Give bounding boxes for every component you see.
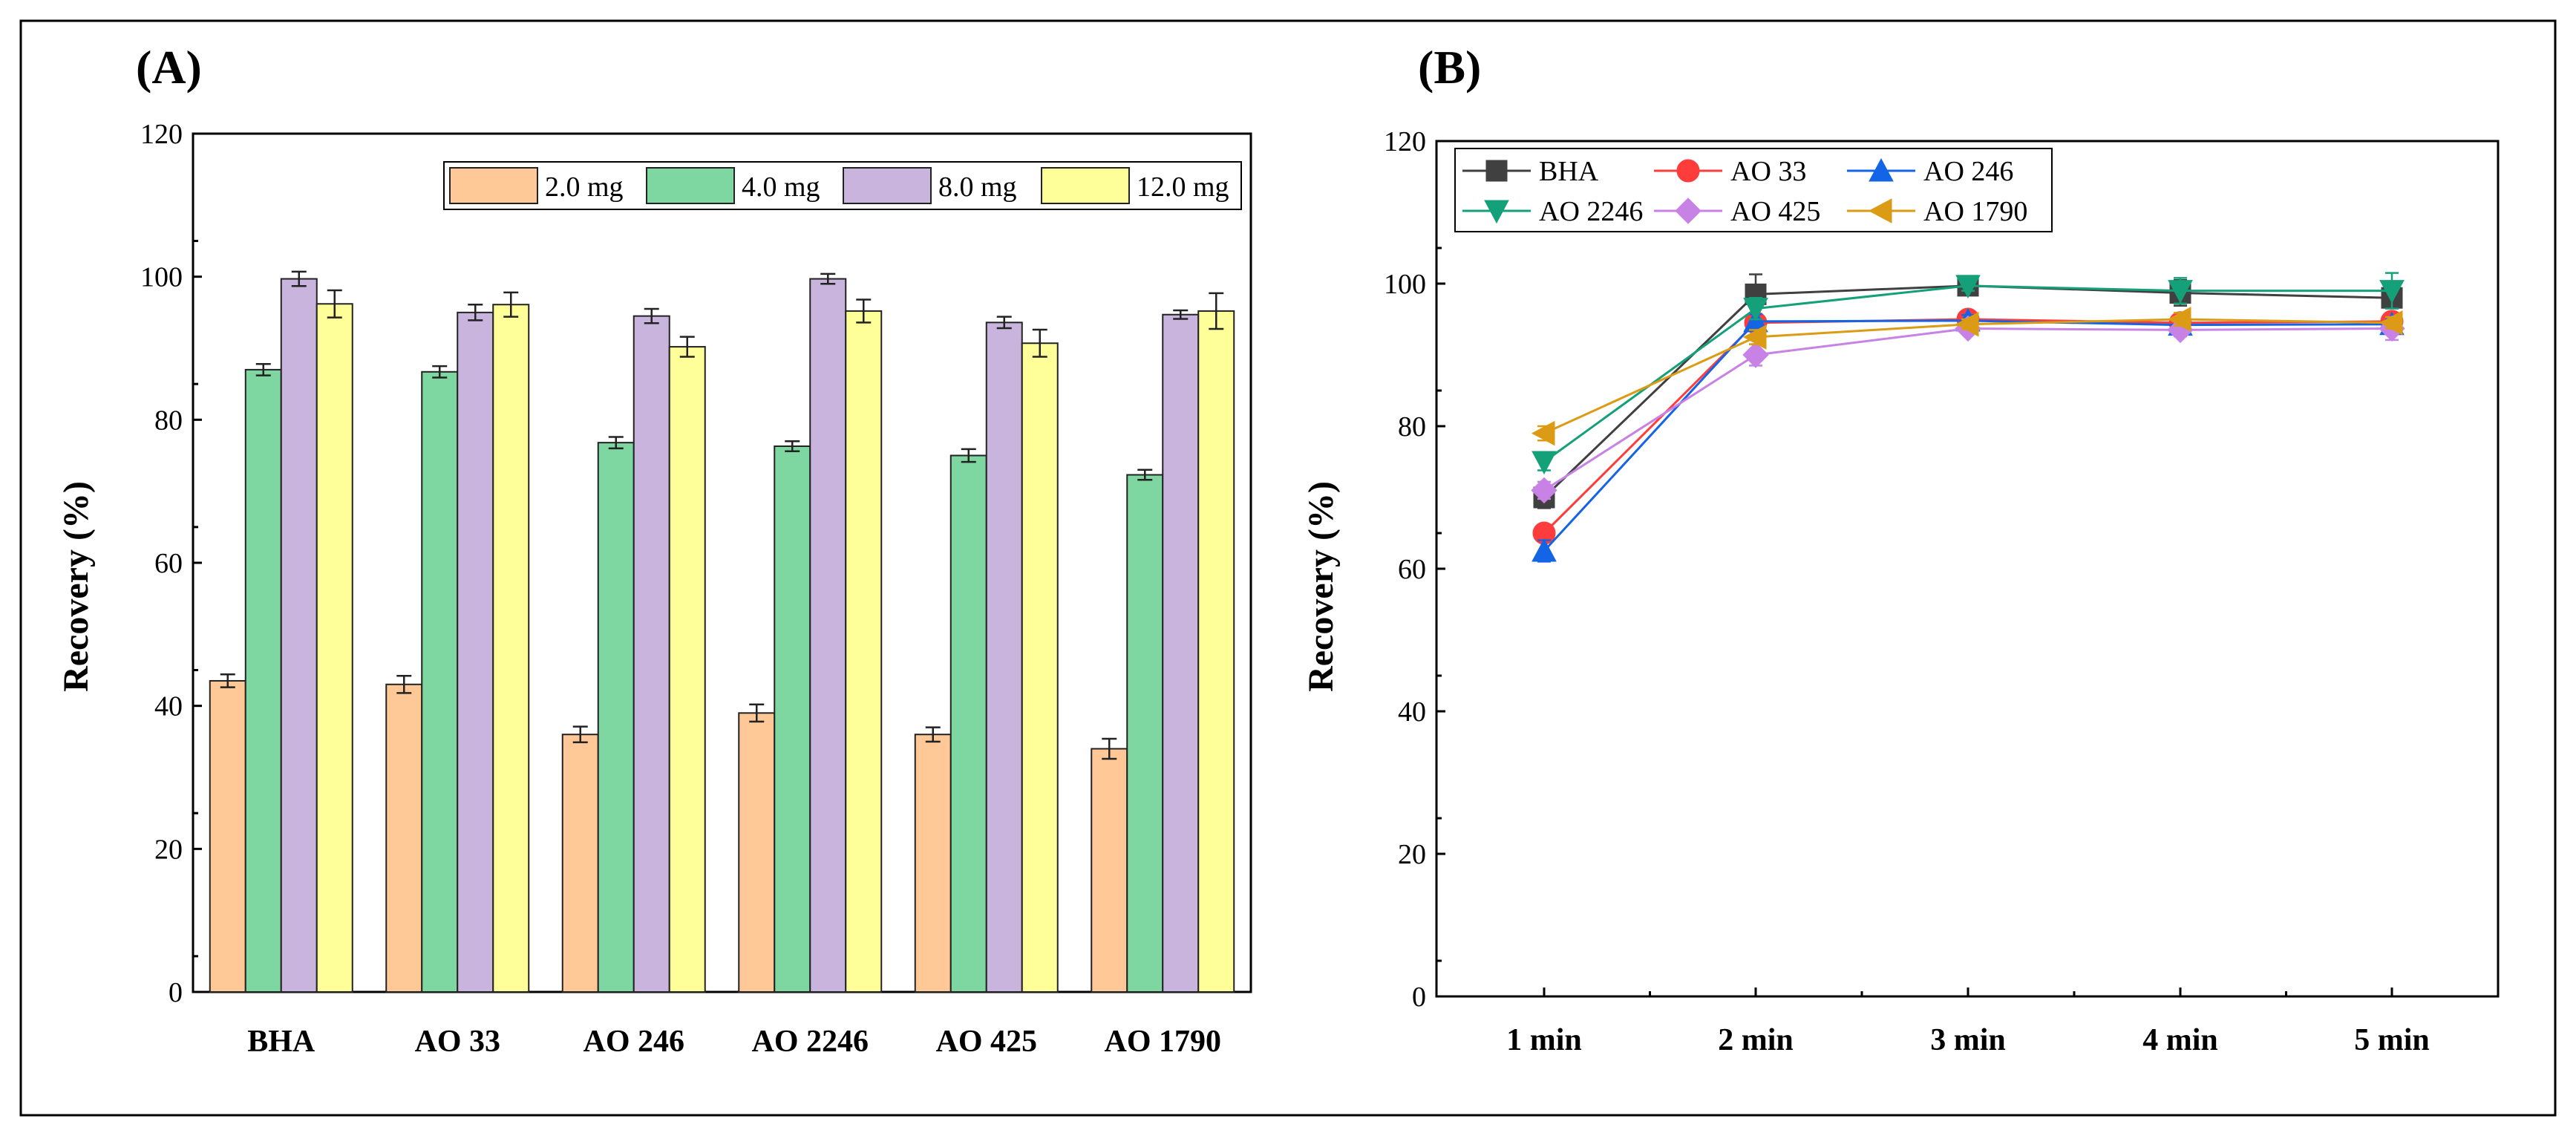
panel-a-label: (A) bbox=[136, 41, 202, 94]
bar-ao-33-4-0-mg bbox=[421, 370, 459, 993]
panel-b-line-chart: (B) Recovery (%) 0 20 40 60 80 100 120 1 min 2 m… bbox=[1301, 41, 2500, 1057]
bar-bha-2-0-mg bbox=[209, 679, 246, 993]
legend-marker-ao-425 bbox=[1675, 198, 1701, 224]
legend-label-8-0-mg: 8.0 mg bbox=[938, 172, 1017, 203]
panel-a-y-tick-label: 120 bbox=[140, 119, 183, 150]
series-ao-2246 bbox=[1531, 272, 2405, 475]
panel-b-y-tick-label: 120 bbox=[1384, 126, 1426, 157]
bar-ao-1790-8-0-mg bbox=[1162, 313, 1200, 993]
point-ao-1790-5-min bbox=[2379, 310, 2403, 336]
panel-b-y-tick-label: 40 bbox=[1398, 696, 1426, 728]
bar-ao-246-8-0-mg bbox=[632, 315, 670, 993]
panel-b-x-tick-label-1-min: 1 min bbox=[1506, 1023, 1582, 1057]
point-ao-1790-4-min bbox=[2167, 307, 2191, 332]
legend-marker-ao-2246 bbox=[1484, 200, 1509, 224]
legend-marker-ao-1790 bbox=[1868, 198, 1892, 223]
panel-a-x-tick-label-ao-33: AO 33 bbox=[415, 1025, 501, 1059]
panel-a-y-tick-label: 100 bbox=[140, 262, 183, 293]
panel-b-axes: 0 20 40 60 80 100 120 1 min 2 min 3 min 4 min 5 min bbox=[1384, 126, 2500, 1057]
bar-ao-33-8-0-mg bbox=[457, 311, 494, 993]
panel-a-x-tick-label-ao-246: AO 246 bbox=[583, 1025, 685, 1059]
panel-a-legend: 2.0 mg 4.0 mg 8.0 mg 12.0 mg bbox=[443, 161, 1242, 210]
bar-ao-2246-12-0-mg bbox=[845, 310, 883, 993]
bar-ao-425-8-0-mg bbox=[985, 321, 1023, 993]
bar-ao-246-4-0-mg bbox=[597, 442, 635, 993]
bar-ao-33-2-0-mg bbox=[385, 683, 423, 993]
legend-label-2-0-mg: 2.0 mg bbox=[545, 172, 624, 203]
panel-a-y-tick-label: 80 bbox=[154, 405, 183, 436]
point-ao-425-1-min bbox=[1531, 477, 1557, 504]
panel-b-legend-box bbox=[1454, 148, 2053, 232]
point-ao-2246-3-min bbox=[1955, 275, 1981, 298]
bar-ao-33-12-0-mg bbox=[492, 304, 530, 993]
bar-ao-425-4-0-mg bbox=[949, 454, 987, 993]
panel-b-y-tick-label: 60 bbox=[1398, 554, 1426, 585]
bar-ao-1790-4-0-mg bbox=[1126, 474, 1164, 993]
legend-label-ao-2246: AO 2246 bbox=[1539, 196, 1643, 227]
bar-ao-1790-12-0-mg bbox=[1197, 310, 1235, 993]
legend-label-ao-246: AO 246 bbox=[1923, 156, 2013, 187]
panel-b-y-tick-label: 100 bbox=[1384, 269, 1426, 300]
panel-b-x-tick-label-4-min: 4 min bbox=[2142, 1023, 2218, 1057]
bar-ao-425-2-0-mg bbox=[914, 734, 952, 993]
panel-a-bar-chart: (A) Recovery (%) 0 20 40 60 80 100 120 BHA AO 33… bbox=[56, 41, 1252, 1059]
point-ao-425-2-min bbox=[1742, 342, 1769, 368]
panel-a-y-axis-label: Recovery (%) bbox=[56, 481, 96, 692]
panel-a-x-tick-label-ao-425: AO 425 bbox=[936, 1025, 1038, 1059]
panel-a-axes: 0 20 40 60 80 100 120 BHA AO 33 AO 246 AO 2246 AO 4… bbox=[140, 119, 1252, 1059]
bar-ao-2246-8-0-mg bbox=[809, 278, 847, 993]
bar-bha-12-0-mg bbox=[316, 303, 353, 993]
legend-label-ao-33: AO 33 bbox=[1730, 156, 1806, 187]
panel-b-y-tick-label: 20 bbox=[1398, 839, 1426, 870]
bar-ao-1790-2-0-mg bbox=[1091, 748, 1128, 993]
point-ao-2246-2-min bbox=[1743, 298, 1768, 321]
panel-a-x-tick-label-ao-1790: AO 1790 bbox=[1105, 1025, 1222, 1059]
panel-a-y-tick-label: 20 bbox=[154, 834, 183, 865]
legend-swatch-2-0-mg bbox=[449, 167, 538, 204]
panel-b-y-tick-label: 0 bbox=[1412, 982, 1426, 1013]
bar-ao-425-12-0-mg bbox=[1021, 342, 1059, 993]
panel-b-legend: BHA AO 33 AO 246 AO 2246 AO 425 AO 1790 bbox=[1454, 148, 2053, 232]
point-ao-2246-1-min bbox=[1531, 451, 1557, 475]
legend-label-ao-1790: AO 1790 bbox=[1923, 196, 2027, 227]
bar-bha-4-0-mg bbox=[244, 368, 282, 993]
panel-b-x-tick-label-3-min: 3 min bbox=[1930, 1023, 2006, 1057]
bar-ao-246-2-0-mg bbox=[561, 734, 599, 993]
panel-b-x-tick-label-5-min: 5 min bbox=[2354, 1023, 2430, 1057]
panel-a-y-tick-label: 60 bbox=[154, 548, 183, 579]
bar-bha-8-0-mg bbox=[280, 278, 318, 993]
panel-b-series bbox=[1531, 272, 2405, 563]
legend-marker-ao-246 bbox=[1869, 157, 1894, 182]
point-ao-2246-4-min bbox=[2168, 280, 2193, 304]
panel-b-y-axis-label: Recovery (%) bbox=[1301, 481, 1341, 692]
point-ao-2246-5-min bbox=[2379, 280, 2405, 304]
panel-a-bars bbox=[209, 270, 1235, 993]
point-ao-1790-3-min bbox=[1955, 311, 1979, 337]
panel-b-label: (B) bbox=[1418, 41, 1481, 94]
legend-label-4-0-mg: 4.0 mg bbox=[742, 172, 820, 203]
point-ao-1790-2-min bbox=[1742, 324, 1767, 350]
panel-a-x-tick-label-bha: BHA bbox=[247, 1025, 316, 1059]
legend-label-ao-425: AO 425 bbox=[1730, 196, 1820, 227]
legend-swatch-12-0-mg bbox=[1041, 167, 1130, 204]
legend-swatch-8-0-mg bbox=[843, 167, 932, 204]
panel-b-y-tick-label: 80 bbox=[1398, 411, 1426, 443]
panel-b-x-tick-label-2-min: 2 min bbox=[1718, 1023, 1794, 1057]
legend-label-12-0-mg: 12.0 mg bbox=[1137, 172, 1229, 203]
legend-marker-ao-33 bbox=[1676, 159, 1700, 183]
legend-marker-bha bbox=[1485, 160, 1508, 182]
point-ao-1790-1-min bbox=[1531, 420, 1555, 446]
point-ao-246-1-min bbox=[1531, 538, 1557, 562]
panel-a-x-tick-label-ao-2246: AO 2246 bbox=[752, 1025, 869, 1059]
series-ao-1790 bbox=[1531, 307, 2403, 446]
bar-ao-2246-2-0-mg bbox=[738, 712, 776, 993]
bar-ao-246-12-0-mg bbox=[668, 346, 706, 993]
panel-a-y-tick-label: 0 bbox=[169, 977, 183, 1008]
panel-a-y-tick-label: 40 bbox=[154, 691, 183, 722]
bar-ao-2246-4-0-mg bbox=[774, 445, 811, 993]
legend-label-bha: BHA bbox=[1539, 156, 1599, 187]
legend-swatch-4-0-mg bbox=[646, 167, 735, 204]
